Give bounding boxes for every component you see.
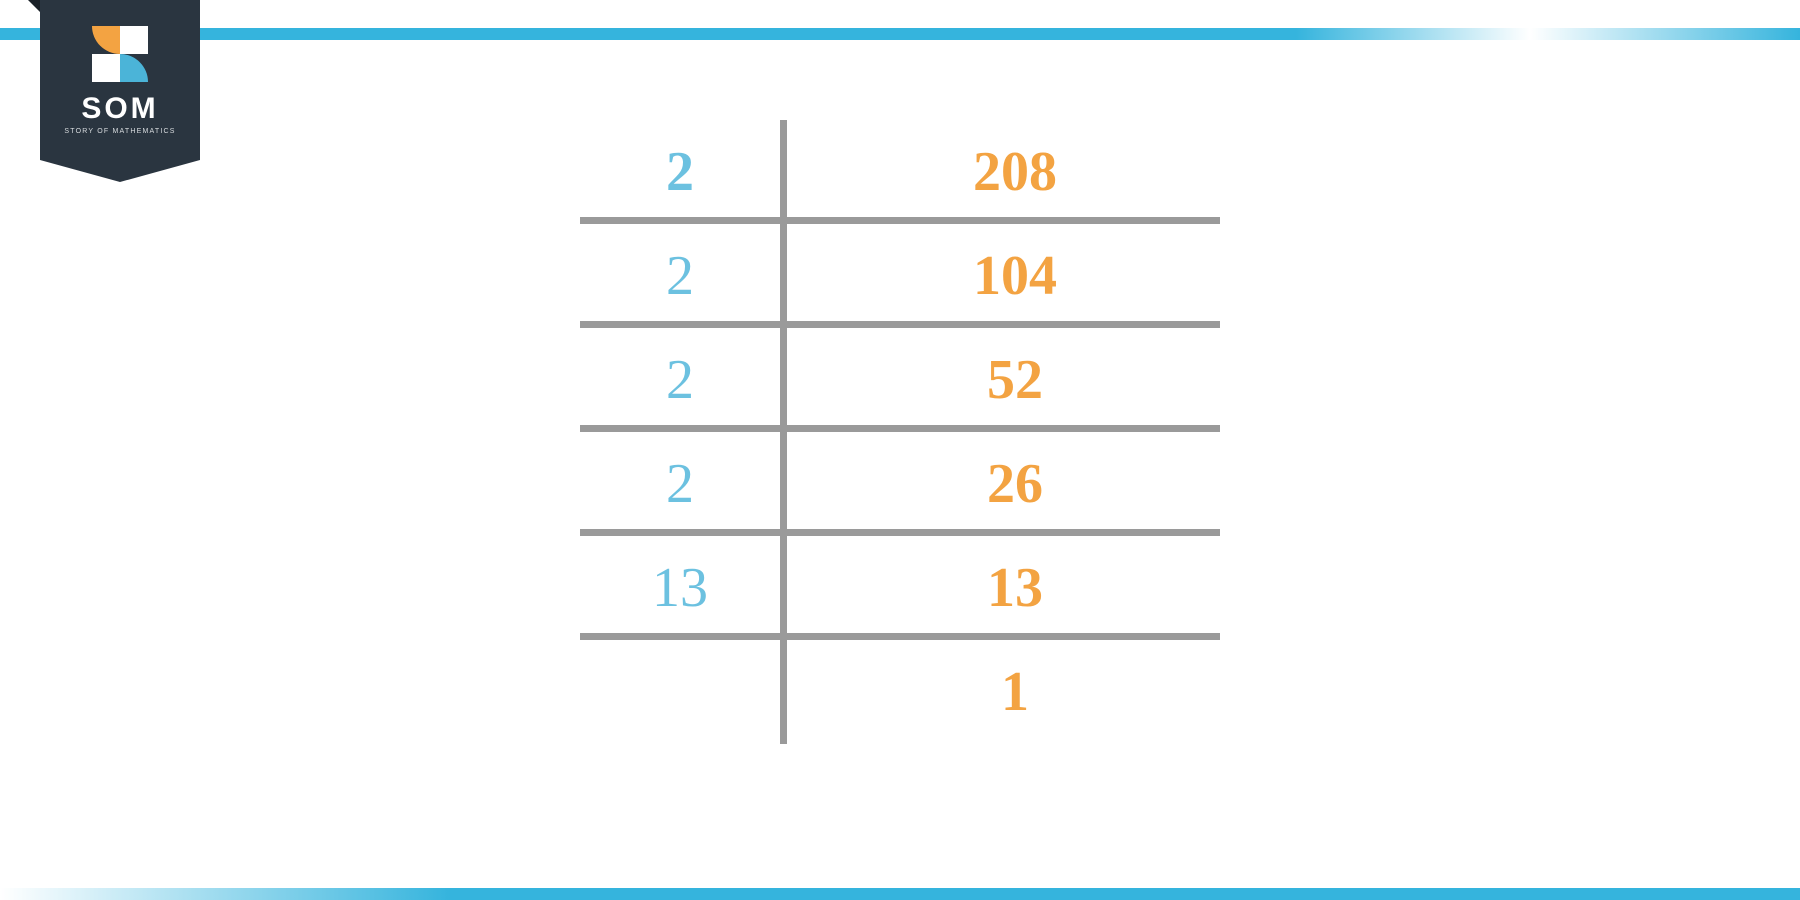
divisor-cell: 2 — [580, 244, 780, 308]
quotient-cell: 26 — [780, 452, 1220, 516]
logo-icon — [92, 26, 148, 82]
ladder-row: 1313 — [580, 536, 1220, 640]
quotient-cell: 208 — [780, 140, 1220, 204]
ladder-row: 252 — [580, 328, 1220, 432]
bottom-accent-bar — [0, 888, 1800, 900]
quotient-cell: 13 — [780, 556, 1220, 620]
factorization-ladder: 2208210425222613131 — [580, 120, 1220, 744]
top-accent-bar — [0, 28, 1800, 40]
divisor-cell: 2 — [580, 348, 780, 412]
divisor-cell: 2 — [580, 140, 780, 204]
brand-tagline: STORY OF MATHEMATICS — [64, 128, 175, 135]
brand-badge: SOM STORY OF MATHEMATICS — [40, 0, 200, 160]
brand-name: SOM — [81, 92, 158, 126]
ladder-row: 1 — [580, 640, 1220, 744]
divisor-cell: 2 — [580, 452, 780, 516]
quotient-cell: 52 — [780, 348, 1220, 412]
badge-fold — [28, 0, 40, 12]
ladder-row: 226 — [580, 432, 1220, 536]
quotient-cell: 1 — [780, 660, 1220, 724]
quotient-cell: 104 — [780, 244, 1220, 308]
divisor-cell: 13 — [580, 556, 780, 620]
ladder-row: 2208 — [580, 120, 1220, 224]
ladder-row: 2104 — [580, 224, 1220, 328]
